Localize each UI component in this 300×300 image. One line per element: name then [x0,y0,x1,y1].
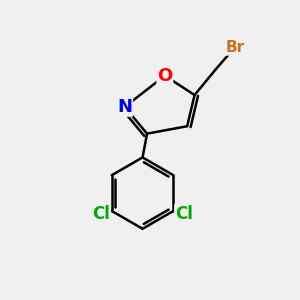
Text: N: N [117,98,132,116]
Text: Cl: Cl [175,205,193,223]
Text: Cl: Cl [92,205,110,223]
Text: O: O [157,67,172,85]
Text: Br: Br [225,40,244,55]
